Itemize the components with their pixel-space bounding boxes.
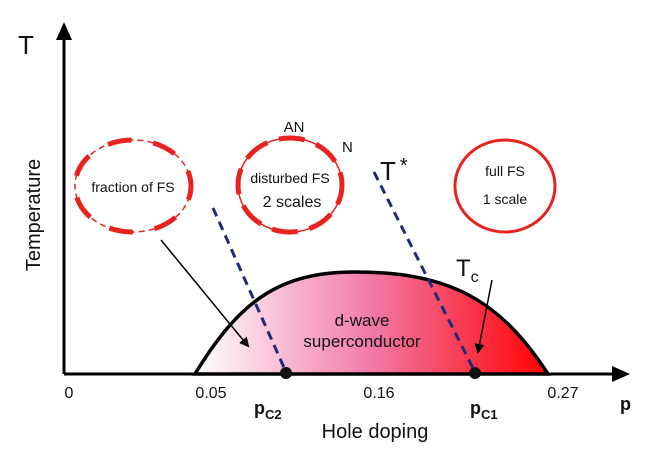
fs-right-line2: 1 scale bbox=[483, 191, 528, 207]
tick-label-016: 0.16 bbox=[363, 385, 394, 402]
fs-middle-line1: disturbed FS bbox=[250, 170, 329, 186]
dome-label-line1: d-wave bbox=[335, 311, 390, 330]
y-axis-label: Temperature bbox=[23, 159, 45, 271]
x-axis-arrowhead bbox=[612, 366, 630, 382]
label-pc2: pC2 bbox=[254, 398, 282, 422]
tstar-label: T * bbox=[380, 155, 408, 186]
x-axis-symbol: p bbox=[620, 394, 631, 414]
superconducting-dome bbox=[191, 270, 552, 376]
fs-middle-arcs bbox=[235, 135, 345, 235]
label-pc1: pC1 bbox=[470, 398, 498, 422]
tick-label-0: 0 bbox=[65, 385, 74, 402]
dome-label-line2: superconductor bbox=[303, 332, 421, 351]
tstar-line-right bbox=[372, 171, 477, 373]
arrow-fraction-to-dome bbox=[160, 239, 250, 348]
fs-middle-line2: 2 scales bbox=[263, 194, 322, 211]
fs-middle-side-label: N bbox=[342, 139, 353, 156]
fs-left-arcs bbox=[72, 137, 194, 235]
critical-point-pc1 bbox=[469, 367, 481, 379]
tick-label-005: 0.05 bbox=[195, 385, 226, 402]
fermi-surface-disturbed: AN N disturbed FS 2 scales bbox=[235, 119, 353, 235]
fs-middle-top-label: AN bbox=[284, 119, 305, 136]
y-axis-symbol: T bbox=[18, 30, 34, 60]
tc-label: Tc bbox=[456, 255, 479, 286]
tick-label-027: 0.27 bbox=[547, 385, 578, 402]
fermi-surface-fraction: fraction of FS bbox=[72, 137, 194, 235]
y-axis-arrowhead bbox=[56, 22, 72, 40]
fs-left-label: fraction of FS bbox=[91, 179, 174, 195]
x-axis-label: Hole doping bbox=[322, 421, 429, 443]
fs-right-ring bbox=[453, 138, 557, 234]
arrow-tc-to-dome bbox=[474, 279, 493, 354]
critical-point-pc2 bbox=[280, 367, 292, 379]
fs-right-line1: full FS bbox=[485, 163, 525, 179]
fermi-surface-full: full FS 1 scale bbox=[453, 138, 557, 234]
